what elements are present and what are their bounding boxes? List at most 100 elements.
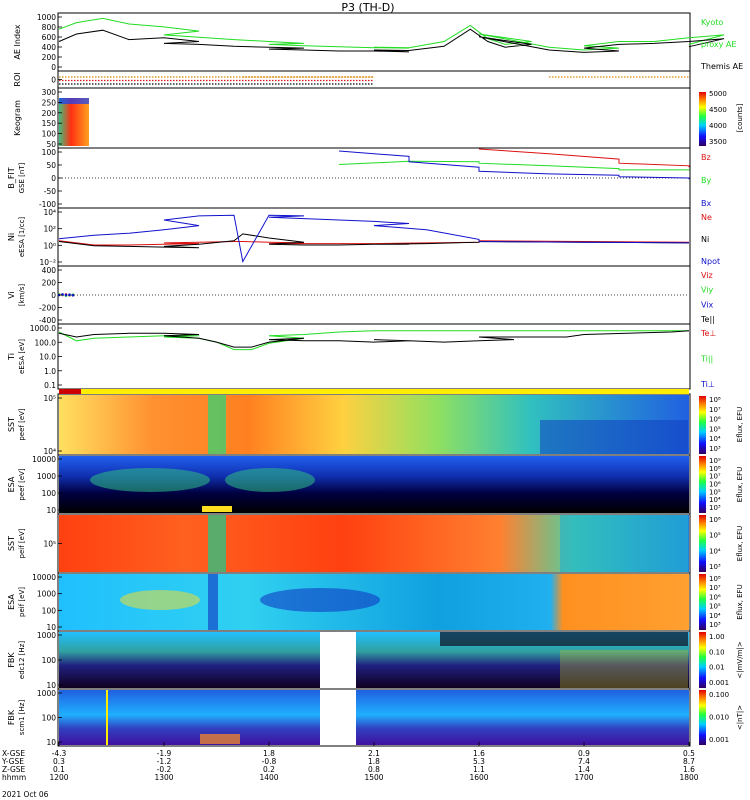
x-row-label: hhmm xyxy=(2,773,26,782)
x-row-value: 0.3 xyxy=(53,757,65,766)
x-row-value: 1500 xyxy=(364,773,383,782)
x-row-label: X-GSE xyxy=(2,749,25,758)
bfit-series-1 xyxy=(338,160,690,171)
esa_e-ytick-label: 10000 xyxy=(32,455,56,464)
sst_i-colorbar-tick: 10³ xyxy=(709,563,721,571)
ae-ytick-label: 400 xyxy=(42,43,57,52)
density-legend-item: Ne xyxy=(701,213,712,222)
x-row-value: -4.3 xyxy=(52,749,67,758)
density-ytick-label: 10² xyxy=(43,225,56,234)
velocity-point xyxy=(71,293,75,297)
esa_i-ytick-label: 1000 xyxy=(37,590,56,599)
x-row-value: 1.4 xyxy=(578,765,590,774)
sst_e-colorbar-tick: 10⁷ xyxy=(709,406,721,414)
ae-series-0 xyxy=(58,17,725,51)
x-row-value: 0.5 xyxy=(683,749,695,758)
fbk_b-ytick-label: 10 xyxy=(46,738,56,747)
temp-legend-item: Te⊥ xyxy=(700,329,716,338)
bfit-legend-item: Bx xyxy=(701,199,711,208)
density-ytick-label: 10⁴ xyxy=(43,208,56,217)
x-row-value: 1.8 xyxy=(368,757,380,766)
density-ylabel: Ni xyxy=(7,233,16,241)
temp-ytick-label: 1000.0 xyxy=(30,324,56,333)
velocity-ytick-label: 200 xyxy=(42,279,57,288)
density-ysub: eESA [1/cc] xyxy=(18,217,26,258)
ae-ytick-label: 600 xyxy=(42,33,57,42)
bfit-ysub: GSE [nT] xyxy=(18,162,26,193)
bfit-ytick-label: 0 xyxy=(51,174,56,183)
esa_i-colorbar-tick: 10⁸ xyxy=(709,575,721,583)
sst_e-colorbar-tick: 10⁸ xyxy=(709,396,721,404)
x-row-value: 1.8 xyxy=(263,749,275,758)
temp-series-0 xyxy=(58,330,689,351)
fbk_e-ytick-label: 1000 xyxy=(37,631,56,640)
ae-legend-item: proxy AE xyxy=(701,40,736,49)
x-row-value: 0.2 xyxy=(263,765,275,774)
temp-ytick-label: 0.1 xyxy=(44,381,56,390)
sst_e-colorbar-unit: Eflux, EFU xyxy=(736,407,744,442)
bfit-ytick-label: 100 xyxy=(42,148,57,157)
keogram-ytick-label: 300 xyxy=(42,88,57,97)
keogram-colorbar-tick: 5000 xyxy=(709,90,727,98)
x-row-value: 1400 xyxy=(259,773,278,782)
keogram-ytick-label: 100 xyxy=(42,130,57,139)
sst_i-colorbar-tick: 10⁵ xyxy=(709,532,721,540)
x-row-value: 1800 xyxy=(679,773,698,782)
velocity-ylabel: Vi xyxy=(7,291,16,299)
roi-ylabel: ROI xyxy=(13,72,22,86)
velocity-ytick-label: -400 xyxy=(39,316,56,325)
temp-ylabel: Ti xyxy=(7,353,16,361)
bfit-legend-item: Bz xyxy=(701,153,711,162)
bfit-series-0 xyxy=(478,148,690,168)
x-row-value: 1600 xyxy=(469,773,488,782)
esa_i-colorbar-unit: Eflux, EFU xyxy=(736,584,744,619)
density-series-2 xyxy=(58,214,690,264)
esa_e-colorbar-tick: 10⁴ xyxy=(709,496,721,504)
esa_e-colorbar-tick: 10⁸ xyxy=(709,465,721,473)
sst_e-colorbar-tick: 10⁶ xyxy=(709,416,721,424)
bfit-series-2 xyxy=(338,150,690,180)
sst_i-ytick-label: 10⁵ xyxy=(43,540,56,549)
fbk_e-colorbar-tick: 0.10 xyxy=(709,648,725,656)
esa_i-ysub: peif [eV] xyxy=(18,587,26,617)
ae-series-1 xyxy=(58,28,725,53)
x-row-value: 7.4 xyxy=(578,757,590,766)
keogram-ytick-label: 150 xyxy=(42,119,57,128)
x-row-label: Z-GSE xyxy=(2,765,26,774)
sst_e-ytick-label: 10⁴ xyxy=(43,447,56,456)
x-row-value: 1.1 xyxy=(473,765,485,774)
ae-legend-item: Themis AE xyxy=(700,62,743,71)
velocity-legend-item: Te|| xyxy=(700,315,715,324)
keogram-colorbar-tick: 4000 xyxy=(709,122,727,130)
sst_e-ylabel: SST xyxy=(7,417,16,432)
x-row-value: 0.9 xyxy=(578,749,590,758)
velocity-legend-item: Viz xyxy=(701,271,713,280)
esa_i-colorbar-tick: 10⁷ xyxy=(709,584,721,592)
velocity-point xyxy=(68,293,71,297)
ae-ytick-label: 800 xyxy=(42,23,57,32)
esa_i-colorbar-tick: 10³ xyxy=(709,621,721,629)
fbk_e-colorbar-tick: 0.01 xyxy=(709,664,725,672)
ae-ytick-label: 1000 xyxy=(37,13,56,22)
fbk_b-colorbar-unit: <|nT|> xyxy=(736,705,744,730)
colorbars xyxy=(699,92,706,745)
esa_i-ytick-label: 10 xyxy=(46,623,56,632)
esa_e-colorbar-tick: 10³ xyxy=(709,504,721,512)
bfit-ytick-label: -50 xyxy=(44,187,56,196)
temp-ysub: eESA [eV] xyxy=(18,339,26,374)
density-ytick-label: 10⁻² xyxy=(39,258,56,267)
x-row-value: 2.1 xyxy=(368,749,380,758)
roi-ytick-label: 0 xyxy=(51,76,56,85)
keogram-colorbar-tick: 4500 xyxy=(709,106,727,114)
fbk_e-ytick-label: 100 xyxy=(42,656,57,665)
density-legend-item: Npot xyxy=(701,257,720,266)
esa_e-colorbar-tick: 10⁶ xyxy=(709,481,721,489)
velocity-ytick-label: 0 xyxy=(51,291,56,300)
velocity-point xyxy=(64,293,68,297)
ae-ylabel: AE Index xyxy=(13,24,22,59)
x-row-value: 5.3 xyxy=(473,757,485,766)
esa_e-colorbar-tick: 10⁷ xyxy=(709,473,721,481)
sst_i-ylabel: SST xyxy=(7,536,16,551)
sst_e-colorbar-tick: 10⁴ xyxy=(709,435,721,443)
